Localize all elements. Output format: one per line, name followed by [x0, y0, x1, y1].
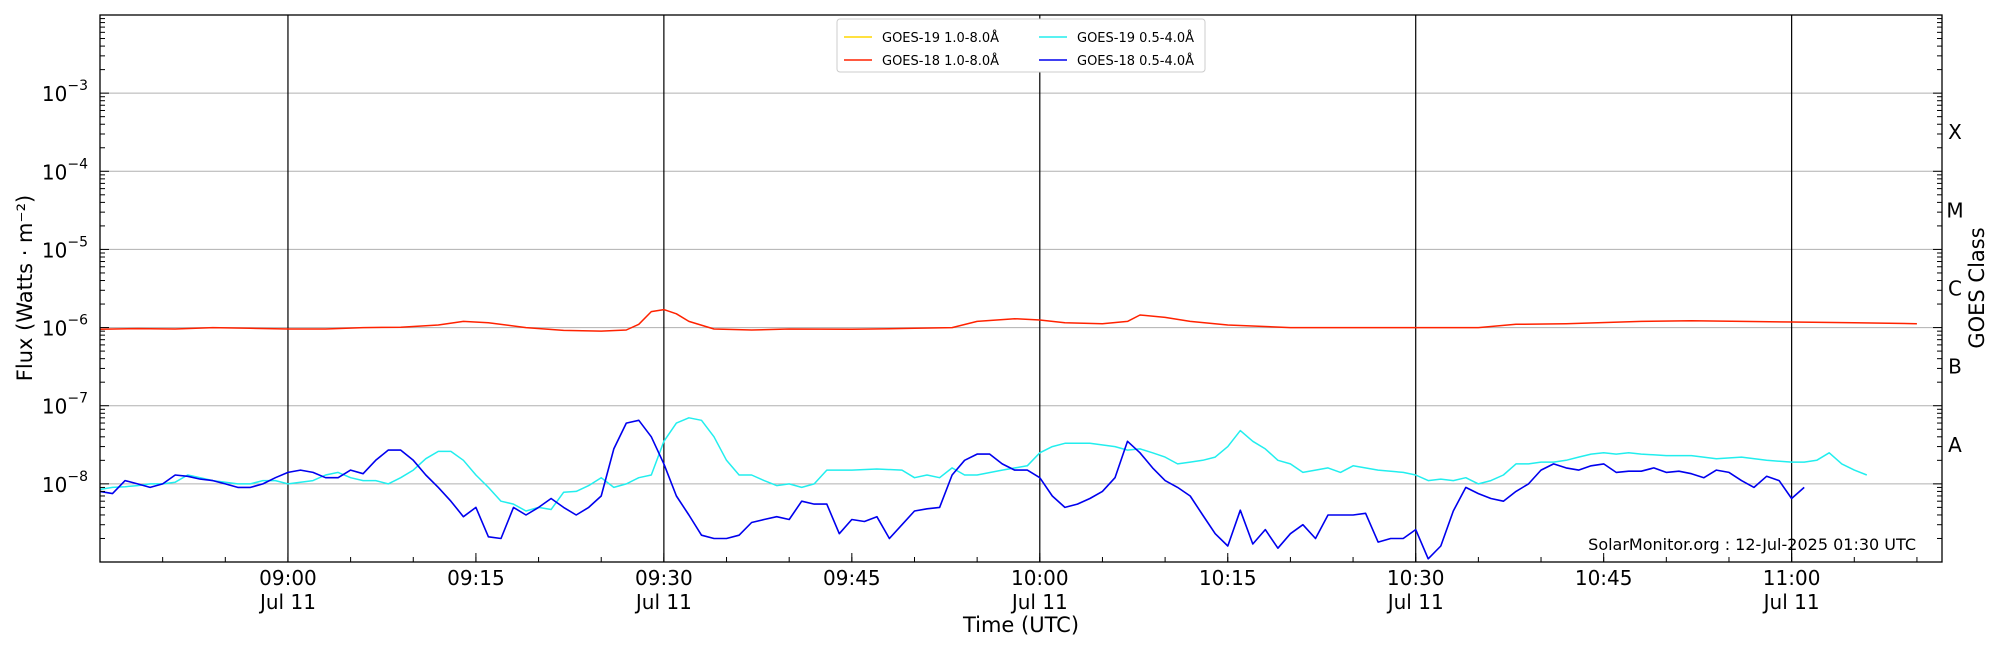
goes-class-label: B: [1948, 355, 1962, 379]
legend-label: GOES-19 0.5-4.0Å: [1077, 30, 1194, 46]
y-tick-label: 10−4: [42, 156, 88, 184]
x-tick-label: 10:15: [1199, 566, 1257, 590]
x-tick-label: 09:15: [447, 566, 505, 590]
x-axis-label: Time (UTC): [962, 613, 1079, 637]
legend-label: GOES-18 0.5-4.0Å: [1077, 53, 1194, 69]
legend-label: GOES-19 1.0-8.0Å: [882, 30, 999, 46]
series-lines: [99, 308, 1917, 560]
legend-box: [836, 18, 1206, 73]
x-tick-label: 11:00: [1763, 566, 1821, 590]
x-tick-label: 09:45: [823, 566, 881, 590]
y-tick-label: 10−3: [42, 78, 88, 106]
y-tick-label: 10−8: [42, 469, 88, 497]
y-tick-labels: 10−3 10−4 10−5 10−6 10−7 10−8: [42, 78, 88, 497]
x-tick-label: 10:00: [1011, 566, 1069, 590]
x-tick-date-label: Jul 11: [1762, 590, 1820, 614]
credit-text: SolarMonitor.org : 12-Jul-2025 01:30 UTC: [1588, 535, 1916, 554]
y-tick-label: 10−6: [42, 313, 88, 341]
x-tick-label: 10:45: [1575, 566, 1633, 590]
x-tick-label: 09:00: [259, 566, 317, 590]
x-tick-date-label: Jul 11: [1010, 590, 1068, 614]
plot-frame: [99, 14, 1943, 563]
goes-class-label: M: [1946, 198, 1963, 222]
goes-class-labels: A B C M X: [1946, 120, 1963, 457]
x-tick-date-label: Jul 11: [1386, 590, 1444, 614]
y2-axis-label: GOES Class: [1965, 227, 1989, 348]
y-tick-label: 10−5: [42, 234, 88, 262]
series-line-3: [99, 419, 1805, 560]
legend: GOES-19 1.0-8.0Å GOES-18 1.0-8.0Å GOES-19 …: [836, 18, 1206, 73]
series-line-1: [99, 308, 1917, 332]
goes-class-label: C: [1948, 277, 1962, 301]
legend-label: GOES-18 1.0-8.0Å: [882, 53, 999, 69]
goes-class-label: A: [1948, 433, 1962, 457]
y-tick-label: 10−7: [42, 391, 88, 419]
axis-ticks: [99, 18, 1942, 563]
x-tick-label: 09:30: [635, 566, 693, 590]
x-tick-date-label: Jul 11: [634, 590, 692, 614]
grid-lines: [100, 92, 1942, 485]
x-tick-label: 10:30: [1387, 566, 1445, 590]
x-tick-date-label: Jul 11: [258, 590, 316, 614]
half-hour-vertical-lines: [287, 15, 1793, 562]
series-line-2: [99, 417, 1868, 512]
y-axis-label: Flux (Watts · m⁻²): [13, 195, 37, 381]
goes-class-label: X: [1948, 120, 1962, 144]
